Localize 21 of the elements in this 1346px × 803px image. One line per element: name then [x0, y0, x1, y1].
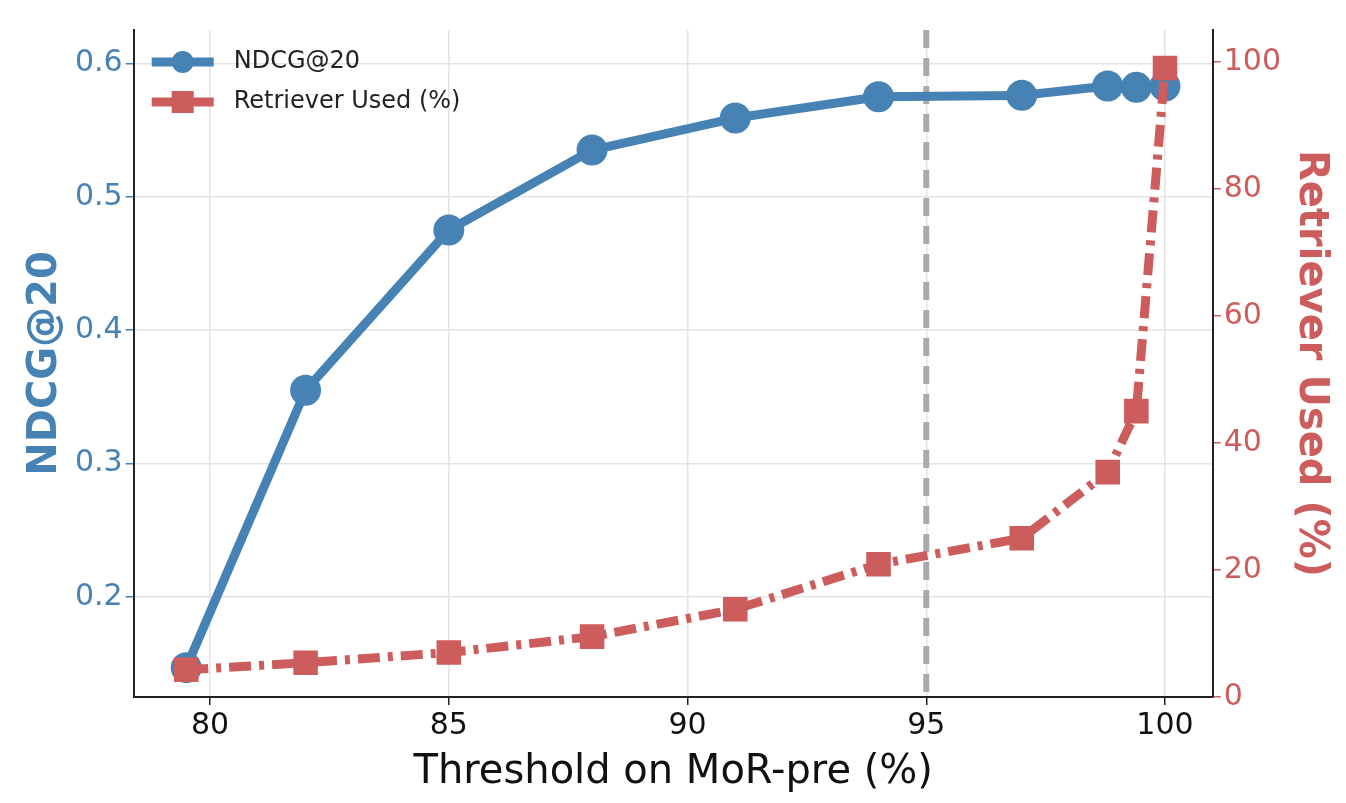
x-axis-title: Threshold on MoR-pre (%) — [412, 746, 933, 793]
y-tick-label: 0.5 — [74, 176, 123, 212]
x-tick-label: 85 — [429, 705, 468, 741]
x-tick-label: 95 — [907, 705, 946, 741]
y2-tick-label: 80 — [1223, 168, 1262, 204]
y2-tick-label: 40 — [1223, 422, 1262, 458]
y-tick-label: 0.4 — [74, 309, 123, 345]
y-tick-label: 0.2 — [74, 576, 123, 612]
y-tick-label: 0.3 — [74, 443, 123, 479]
x-tick-label: 90 — [668, 705, 707, 741]
legend-label: NDCG@20 — [233, 46, 361, 75]
y2-tick-label: 60 — [1223, 295, 1262, 331]
legend-label: Retriever Used (%) — [233, 86, 461, 115]
x-tick-label: 100 — [1136, 705, 1194, 741]
x-tick-label: 80 — [191, 705, 230, 741]
y2-axis-title: Retriever Used (%) — [1290, 149, 1337, 578]
y-axis-title: NDCG@20 — [19, 251, 66, 476]
y2-tick-label: 20 — [1223, 549, 1262, 585]
y-tick-label: 0.6 — [74, 43, 123, 79]
y2-tick-label: 0 — [1223, 676, 1243, 712]
y2-tick-label: 100 — [1223, 41, 1281, 77]
